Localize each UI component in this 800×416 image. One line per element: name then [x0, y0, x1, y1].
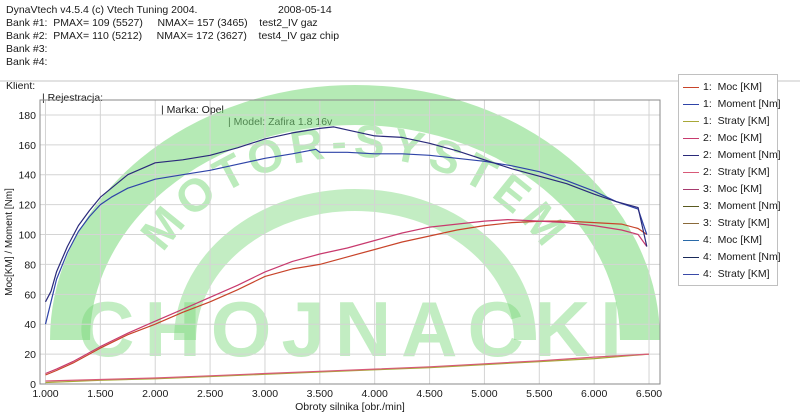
- watermark-big-text: CHOJNACKI: [78, 285, 632, 373]
- legend-swatch: [683, 189, 699, 190]
- legend-item: 4: Straty [KM]: [679, 266, 779, 282]
- series-line-1: [45, 220, 648, 376]
- app-title: DynaVtech v4.5.4 (c) Vtech Tuning 2004.: [6, 4, 198, 16]
- client-label: Klient:: [6, 80, 36, 92]
- legend-item: 1: Straty [KM]: [679, 113, 779, 129]
- y-tick-label: 120: [18, 200, 36, 212]
- y-tick-label: 80: [24, 259, 36, 271]
- legend-swatch: [683, 274, 699, 275]
- legend-label: 3: Straty [KM]: [703, 217, 770, 229]
- series-line-5: [44, 126, 648, 303]
- series-line-4: [45, 219, 648, 375]
- legend-label: 4: Straty [KM]: [703, 268, 770, 280]
- test-date: 2008-05-14: [278, 4, 332, 16]
- legend-swatch: [683, 87, 699, 88]
- x-tick-label: 1.000: [32, 388, 58, 400]
- legend-item: 1: Moc [KM]: [679, 79, 779, 95]
- x-tick-label: 2.500: [197, 388, 223, 400]
- x-tick-label: 1.500: [87, 388, 113, 400]
- legend-swatch: [683, 240, 699, 241]
- y-tick-label: 20: [24, 349, 36, 361]
- legend-label: 2: Straty [KM]: [703, 166, 770, 178]
- legend-swatch: [683, 206, 699, 207]
- legend-item: 4: Moment [Nm]: [679, 249, 781, 265]
- legend-swatch: [683, 172, 699, 173]
- legend-item: 1: Moment [Nm]: [679, 96, 781, 112]
- bank-2-summary: Bank #2: PMAX= 110 (5212) NMAX= 172 (362…: [6, 30, 340, 42]
- bank-1-summary: Bank #1: PMAX= 109 (5527) NMAX= 157 (346…: [6, 17, 318, 29]
- series-line-6: [45, 353, 650, 382]
- x-tick-label: 3.000: [252, 388, 278, 400]
- legend-label: 1: Straty [KM]: [703, 115, 770, 127]
- legend-item: 2: Moc [KM]: [679, 130, 779, 146]
- legend-item: 3: Straty [KM]: [679, 215, 779, 231]
- registration-label: | Rejestracja:: [42, 92, 104, 104]
- legend-swatch: [683, 223, 699, 224]
- y-tick-label: 160: [18, 140, 36, 152]
- legend-label: 4: Moc [KM]: [703, 234, 762, 246]
- legend-label: 4: Moment [Nm]: [703, 251, 781, 263]
- y-tick-label: 0: [30, 379, 36, 391]
- x-tick-label: 5.500: [526, 388, 552, 400]
- x-tick-label: 5.000: [471, 388, 497, 400]
- legend-item: 2: Moment [Nm]: [679, 147, 781, 163]
- bank-4-summary: Bank #4:: [6, 56, 48, 68]
- legend-label: 1: Moc [KM]: [703, 81, 762, 93]
- axis-ticks: 1.000 1.500 2.000 2.500 3.000 3.500 4.000 4.500…: [18, 110, 662, 400]
- legend-item: 3: Moc [KM]: [679, 181, 779, 197]
- legend: 1: Moc [KM] 1: Moment [Nm] 1: Straty [KM] 2…: [678, 74, 781, 286]
- y-tick-label: 60: [24, 289, 36, 301]
- legend-swatch: [683, 155, 699, 156]
- legend-item: 2: Straty [KM]: [679, 164, 779, 180]
- legend-swatch: [683, 138, 699, 139]
- legend-label: 3: Moc [KM]: [703, 183, 762, 195]
- legend-item: 3: Moment [Nm]: [679, 198, 781, 214]
- y-axis-label: Moc[KM] / Moment [Nm]: [4, 188, 15, 296]
- y-tick-label: 40: [24, 319, 36, 331]
- watermark-arc-outer: [50, 85, 660, 341]
- legend-label: 1: Moment [Nm]: [703, 98, 781, 110]
- bank-3-summary: Bank #3:: [6, 43, 48, 55]
- separator: [0, 80, 800, 82]
- x-tick-label: 4.000: [362, 388, 388, 400]
- series-line-2: [44, 148, 648, 325]
- legend-label: 3: Moment [Nm]: [703, 200, 781, 212]
- watermark-arc-inner: [174, 189, 536, 341]
- legend-swatch: [683, 257, 699, 258]
- x-tick-label: 6.500: [636, 388, 662, 400]
- y-tick-label: 140: [18, 170, 36, 182]
- x-tick-label: 6.000: [581, 388, 607, 400]
- x-tick-label: 2.000: [142, 388, 168, 400]
- series-line-3: [45, 353, 650, 384]
- legend-swatch: [683, 121, 699, 122]
- legend-label: 2: Moment [Nm]: [703, 149, 781, 161]
- plot-frame: [39, 99, 661, 385]
- x-axis-label: Obroty silnika [obr./min]: [295, 401, 405, 413]
- y-tick-label: 100: [18, 230, 36, 242]
- legend-item: 4: Moc [KM]: [679, 232, 779, 248]
- x-tick-label: 4.500: [416, 388, 442, 400]
- y-tick-label: 180: [18, 110, 36, 122]
- legend-swatch: [683, 104, 699, 105]
- series-lines: [44, 126, 650, 384]
- legend-label: 2: Moc [KM]: [703, 132, 762, 144]
- x-tick-label: 3.500: [307, 388, 333, 400]
